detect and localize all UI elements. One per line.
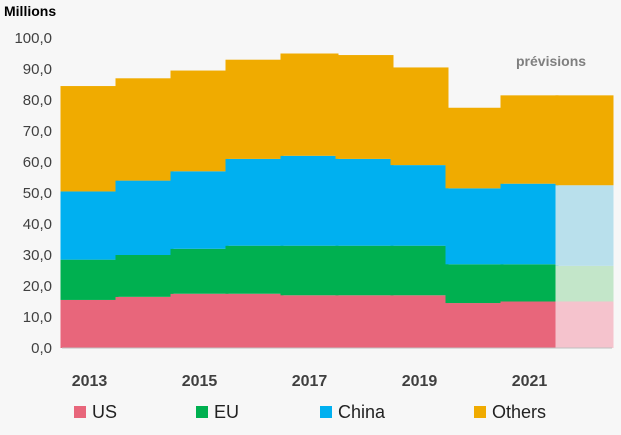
y-tick-label: 0,0 xyxy=(31,340,52,357)
y-tick-label: 30,0 xyxy=(23,247,52,264)
bars xyxy=(60,53,614,348)
unit-label: Millions xyxy=(4,3,56,19)
bar-segment-eu-2022 xyxy=(555,265,614,302)
bar-segment-eu-2017 xyxy=(280,245,339,296)
bar-segment-us-2020 xyxy=(445,303,504,348)
bar-segment-china-2015 xyxy=(170,171,229,249)
bar-segment-others-2017 xyxy=(280,53,339,156)
bar-segment-others-2018 xyxy=(335,55,394,159)
bar-segment-us-2015 xyxy=(170,293,229,348)
bar-segment-china-2013 xyxy=(60,191,119,260)
bar-segment-china-2022 xyxy=(555,185,614,266)
bar-segment-us-2018 xyxy=(335,295,394,348)
bar-segment-china-2016 xyxy=(225,158,284,246)
y-tick-label: 50,0 xyxy=(23,185,52,202)
bar-segment-others-2015 xyxy=(170,70,229,172)
bar-segment-eu-2015 xyxy=(170,248,229,294)
y-tick-label: 10,0 xyxy=(23,309,52,326)
y-axis-ticks: 0,0 10,0 20,0 30,0 40,0 50,0 60,0 70,0 80,0 90,0 1… xyxy=(14,30,52,357)
bar-segment-china-2021 xyxy=(500,183,559,265)
x-tick-label: 2015 xyxy=(182,373,218,390)
y-tick-label: 60,0 xyxy=(23,154,52,171)
bar-segment-us-2022 xyxy=(555,301,614,348)
x-tick-label: 2019 xyxy=(402,373,438,390)
bar-segment-china-2014 xyxy=(115,180,174,255)
bar-segment-others-2016 xyxy=(225,59,284,159)
bar-segment-eu-2016 xyxy=(225,245,284,294)
bar-segment-us-2016 xyxy=(225,293,284,348)
y-tick-label: 40,0 xyxy=(23,216,52,233)
legend: US EU China Others xyxy=(74,402,546,422)
bar-segment-eu-2014 xyxy=(115,255,174,297)
y-tick-label: 100,0 xyxy=(14,30,52,47)
bar-segment-others-2013 xyxy=(60,86,119,192)
bar-segment-us-2014 xyxy=(115,296,174,348)
bar-segment-others-2021 xyxy=(500,95,559,184)
legend-swatch-us xyxy=(74,406,86,418)
bar-segment-china-2020 xyxy=(445,188,504,265)
bar-segment-china-2017 xyxy=(280,155,339,246)
x-tick-label: 2021 xyxy=(512,373,548,390)
bar-segment-us-2013 xyxy=(60,299,119,348)
legend-swatch-china xyxy=(320,406,332,418)
bar-segment-others-2014 xyxy=(115,78,174,181)
legend-label-china: China xyxy=(338,402,386,422)
legend-label-us: US xyxy=(92,402,117,422)
forecast-annotation: prévisions xyxy=(516,53,586,69)
x-tick-label: 2013 xyxy=(72,373,108,390)
bar-segment-eu-2021 xyxy=(500,264,559,302)
y-tick-label: 80,0 xyxy=(23,92,52,109)
legend-swatch-others xyxy=(474,406,486,418)
bar-segment-eu-2019 xyxy=(390,245,449,296)
legend-swatch-eu xyxy=(196,406,208,418)
x-tick-label: 2017 xyxy=(292,373,328,390)
y-tick-label: 90,0 xyxy=(23,61,52,78)
y-tick-label: 20,0 xyxy=(23,278,52,295)
bar-segment-us-2021 xyxy=(500,301,559,348)
bar-segment-china-2019 xyxy=(390,165,449,246)
bar-segment-eu-2013 xyxy=(60,259,119,300)
bar-segment-us-2017 xyxy=(280,295,339,348)
legend-label-eu: EU xyxy=(214,402,239,422)
bar-segment-eu-2020 xyxy=(445,264,504,304)
bar-segment-others-2020 xyxy=(445,107,504,189)
legend-label-others: Others xyxy=(492,402,546,422)
bar-segment-china-2018 xyxy=(335,158,394,246)
bar-segment-us-2019 xyxy=(390,295,449,348)
x-axis-ticks: 2013 2015 2017 2019 2021 xyxy=(72,373,548,390)
y-tick-label: 70,0 xyxy=(23,123,52,140)
bar-segment-others-2019 xyxy=(390,67,449,166)
bar-segment-eu-2018 xyxy=(335,245,394,296)
bar-segment-others-2022 xyxy=(555,95,614,186)
